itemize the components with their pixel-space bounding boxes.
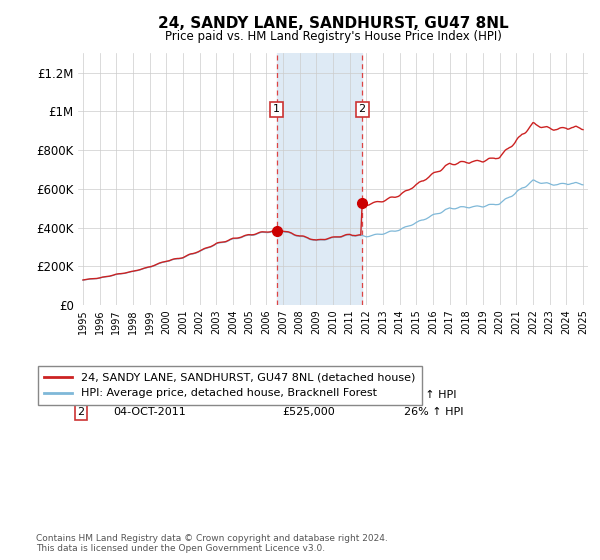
Text: 1: 1 <box>77 390 84 400</box>
Title: 24, SANDY LANE, SANDHURST, GU47 8NL: 24, SANDY LANE, SANDHURST, GU47 8NL <box>158 16 508 31</box>
Text: 04-OCT-2011: 04-OCT-2011 <box>114 407 187 417</box>
Text: 26% ↑ HPI: 26% ↑ HPI <box>404 407 464 417</box>
Bar <box>277 53 362 305</box>
Text: Contains HM Land Registry data © Crown copyright and database right 2024.
This d: Contains HM Land Registry data © Crown c… <box>36 534 388 553</box>
Text: 16-AUG-2006: 16-AUG-2006 <box>114 390 188 400</box>
Legend: 24, SANDY LANE, SANDHURST, GU47 8NL (detached house), HPI: Average price, detach: 24, SANDY LANE, SANDHURST, GU47 8NL (det… <box>38 366 422 405</box>
Text: £525,000: £525,000 <box>282 407 335 417</box>
Text: 2: 2 <box>77 407 84 417</box>
Text: 1: 1 <box>273 104 280 114</box>
Text: £385,000: £385,000 <box>282 390 335 400</box>
Text: 2: 2 <box>359 104 366 114</box>
Text: 2% ↑ HPI: 2% ↑ HPI <box>404 390 457 400</box>
Text: Price paid vs. HM Land Registry's House Price Index (HPI): Price paid vs. HM Land Registry's House … <box>164 30 502 43</box>
